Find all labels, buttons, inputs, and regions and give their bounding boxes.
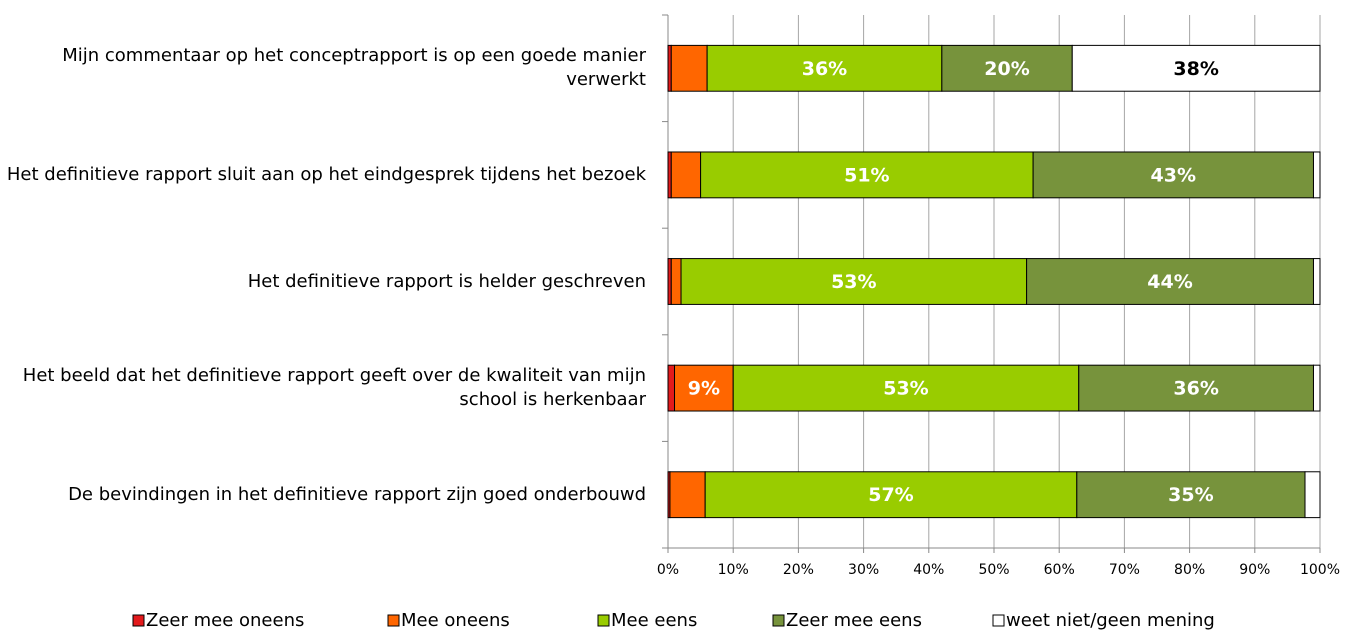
x-tick-label: 50% (978, 562, 1009, 578)
legend-label: Zeer mee eens (786, 610, 922, 631)
data-label: 9% (688, 378, 720, 400)
x-tick-label: 10% (718, 562, 749, 578)
bar-segment (941, 44, 1073, 92)
data-label: 20% (984, 58, 1029, 80)
x-tick-label: 100% (1300, 562, 1340, 578)
legend-swatch (597, 614, 610, 627)
category-label: Het definitieve rapport sluit aan op het… (6, 163, 646, 185)
category-label: Het definitieve rapport is helder geschr… (247, 270, 646, 292)
category-label: Het beeld dat het definitieve rapport ge… (22, 365, 646, 411)
bar-segment (1026, 258, 1314, 305)
bar-segment (1032, 151, 1314, 199)
data-label: 51% (844, 164, 889, 186)
x-tick-label: 20% (783, 562, 814, 578)
bar-segment (670, 44, 708, 92)
data-label: 36% (1173, 378, 1218, 400)
bar-segment (732, 364, 1080, 412)
legend-label: weet niet/geen mening (1006, 610, 1215, 631)
data-label: 36% (802, 58, 847, 80)
x-tick-label: 30% (848, 562, 879, 578)
bar-segment (1312, 258, 1321, 305)
x-tick-label: 70% (1109, 562, 1140, 578)
bar-segment (667, 364, 676, 412)
bar-segment (1076, 471, 1306, 519)
x-tick-label: 80% (1174, 562, 1205, 578)
x-tick-label: 90% (1239, 562, 1270, 578)
data-label: 38% (1173, 58, 1218, 80)
bar-segment (1078, 364, 1314, 412)
data-label: 53% (883, 378, 928, 400)
legend-swatch (387, 614, 400, 627)
legend-swatch (992, 614, 1005, 627)
data-label: 43% (1151, 164, 1196, 186)
bar-segment (700, 151, 1034, 199)
x-tick-label: 60% (1044, 562, 1075, 578)
bar-segment (706, 44, 943, 92)
bar-segment (1304, 471, 1321, 519)
legend-label: Zeer mee oneens (146, 610, 304, 631)
data-label: 53% (831, 271, 876, 293)
data-label: 44% (1147, 271, 1192, 293)
x-tick-label: 0% (657, 562, 679, 578)
data-label: 57% (868, 484, 913, 506)
bar-segment (1312, 151, 1321, 199)
x-tick-label: 40% (913, 562, 944, 578)
bar-segment (670, 258, 682, 305)
legend-swatch (132, 614, 145, 627)
bar-segment (1312, 364, 1321, 412)
category-label: Mijn commentaar op het conceptrapport is… (62, 45, 646, 91)
bar-segment (669, 471, 706, 519)
category-label: De bevindingen in het definitieve rappor… (68, 483, 646, 505)
legend-label: Mee eens (611, 610, 697, 631)
bar-segment (670, 151, 702, 199)
data-label: 35% (1168, 484, 1213, 506)
legend-swatch (772, 614, 785, 627)
legend-label: Mee oneens (401, 610, 510, 631)
bar-segment (1071, 44, 1321, 92)
